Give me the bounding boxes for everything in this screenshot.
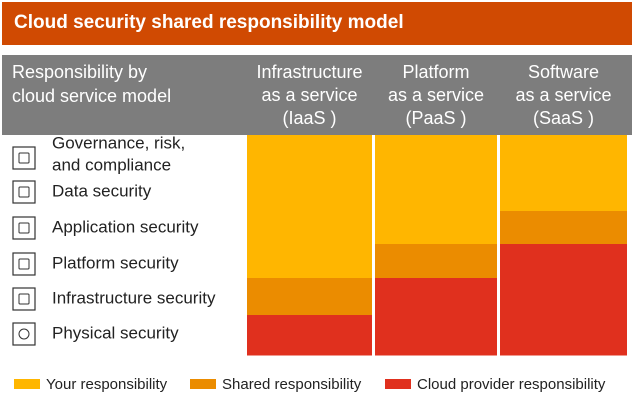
row-icon (12, 180, 36, 204)
column-header: Platform (402, 62, 469, 82)
row-icon-glyph (18, 186, 30, 198)
responsibility-cell (247, 278, 372, 316)
responsibility-cell (500, 315, 627, 356)
responsibility-cell (375, 315, 497, 356)
row-label: Data security (52, 181, 152, 200)
responsibility-cell (500, 135, 627, 178)
legend-label: Shared responsibility (222, 376, 362, 393)
row-label: Infrastructure security (52, 288, 216, 307)
row-icon-glyph (18, 258, 30, 270)
header-label: Responsibility by (12, 62, 147, 82)
responsibility-cell (500, 244, 627, 279)
row-icon (12, 216, 36, 240)
column-header: as a service (261, 85, 357, 105)
column-header: Infrastructure (256, 62, 362, 82)
responsibility-cell (375, 177, 497, 212)
responsibility-cell (247, 211, 372, 245)
row-icon (12, 252, 36, 276)
responsibility-cell (375, 278, 497, 316)
legend-label: Your responsibility (46, 376, 168, 393)
responsibility-cell (500, 278, 627, 316)
header-label: cloud service model (12, 86, 171, 106)
responsibility-cell (500, 177, 627, 212)
responsibility-cell (247, 135, 372, 178)
responsibility-cell (375, 211, 497, 245)
row-label: and compliance (52, 155, 171, 174)
title-bar (2, 2, 632, 45)
row-label: Physical security (52, 323, 179, 342)
row-icon (12, 146, 36, 170)
row-icon (12, 287, 36, 311)
responsibility-cell (247, 177, 372, 212)
title: Cloud security shared responsibility mod… (14, 12, 404, 33)
responsibility-cell (500, 211, 627, 245)
responsibility-cell (247, 315, 372, 356)
row-icon-glyph (18, 328, 30, 340)
column-header: (SaaS ) (533, 108, 594, 128)
row-label: Governance, risk, (52, 133, 185, 152)
header-bar (2, 55, 632, 135)
column-header: (PaaS ) (405, 108, 466, 128)
column-header: as a service (515, 85, 611, 105)
responsibility-cell (247, 244, 372, 279)
column-header: as a service (388, 85, 484, 105)
row-icon (12, 322, 36, 346)
column-header: (IaaS ) (282, 108, 336, 128)
row-label: Platform security (52, 253, 179, 272)
column-header: Software (528, 62, 599, 82)
legend-label: Cloud provider responsibility (417, 376, 606, 393)
row-icon-glyph (18, 222, 30, 234)
responsibility-cell (375, 244, 497, 279)
legend-swatch (14, 379, 40, 389)
row-icon-glyph (18, 152, 30, 164)
legend-swatch (190, 379, 216, 389)
row-icon-glyph (18, 293, 30, 305)
row-label: Application security (52, 217, 199, 236)
legend-swatch (385, 379, 411, 389)
responsibility-cell (375, 135, 497, 178)
